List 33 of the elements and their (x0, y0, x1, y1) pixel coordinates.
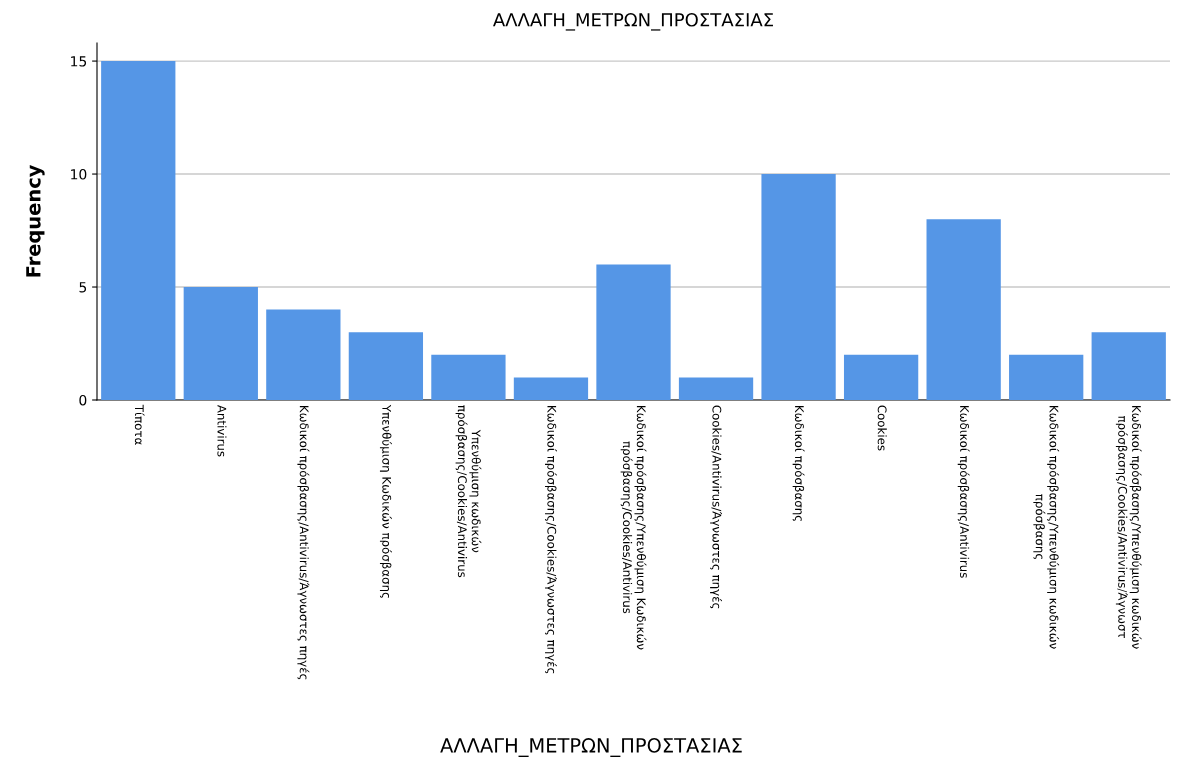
x-tick-label: Κωδικοί πρόσβασης/Antivirus (957, 406, 970, 578)
y-tick-label: 5 (79, 282, 87, 293)
x-tick-label: Κωδικοί πρόσβασης/Υπενθύμιση κωδικών πρόσβασης (1033, 406, 1060, 649)
x-tick-label: Cookies/Antivirus/Άγνωστες πηγές (710, 405, 722, 609)
x-tick-label: Cookies (877, 405, 887, 451)
y-axis-title: Frequency (26, 164, 45, 277)
x-axis-title: ΑΛΛΑΓΗ_ΜΕΤΡΩΝ_ΠΡΟΣΤΑΣΙΑΣ (440, 737, 742, 757)
bar (101, 61, 176, 400)
bar (678, 377, 754, 400)
bar (596, 264, 671, 400)
x-tick-label: Υπενθύμιση Κωδικών πρόσβασης (379, 404, 392, 598)
bar (843, 354, 919, 400)
x-tick-label: Κωδικοί πρόσβασης/Cookies/Άγνωστες πηγές (545, 406, 557, 674)
bar (1009, 354, 1084, 400)
x-tick-label: Υπενθύμιση κωδικών πρόσβασης/Cookies/Antivirus (455, 405, 482, 578)
y-tick-label: 0 (79, 394, 87, 406)
bar (348, 332, 424, 400)
bar (266, 309, 341, 400)
x-tick-label: Κωδικοί πρόσβασης/Υπενθύμιση κωδικών πρόσβασης/Cookies/Antivirus/Άγνωστ (1115, 406, 1142, 649)
bar (513, 377, 589, 400)
y-tick-label: 10 (71, 169, 87, 180)
x-tick-label: Antivirus (217, 404, 227, 457)
bar (926, 219, 1001, 400)
x-tick-label: Τίποτα (134, 404, 145, 445)
bar (431, 354, 506, 400)
bar (1091, 332, 1166, 400)
x-tick-label: Κωδικοί πρόσβασης/Υπενθύμιση Κωδικών πρόσβασης/Cookies/Antivirus (620, 406, 647, 650)
bar (761, 174, 836, 400)
y-tick-label: 15 (71, 56, 87, 67)
chart-title: ΑΛΛΑΓΗ_ΜΕΤΡΩΝ_ΠΡΟΣΤΑΣΙΑΣ (493, 12, 773, 31)
bar (183, 287, 258, 400)
x-tick-label: Κωδικοί πρόσβασης (792, 406, 805, 521)
x-tick-label: Κωδικοί πρόσβασης/Antivirus/Άγνωστες πηγές (297, 406, 310, 680)
